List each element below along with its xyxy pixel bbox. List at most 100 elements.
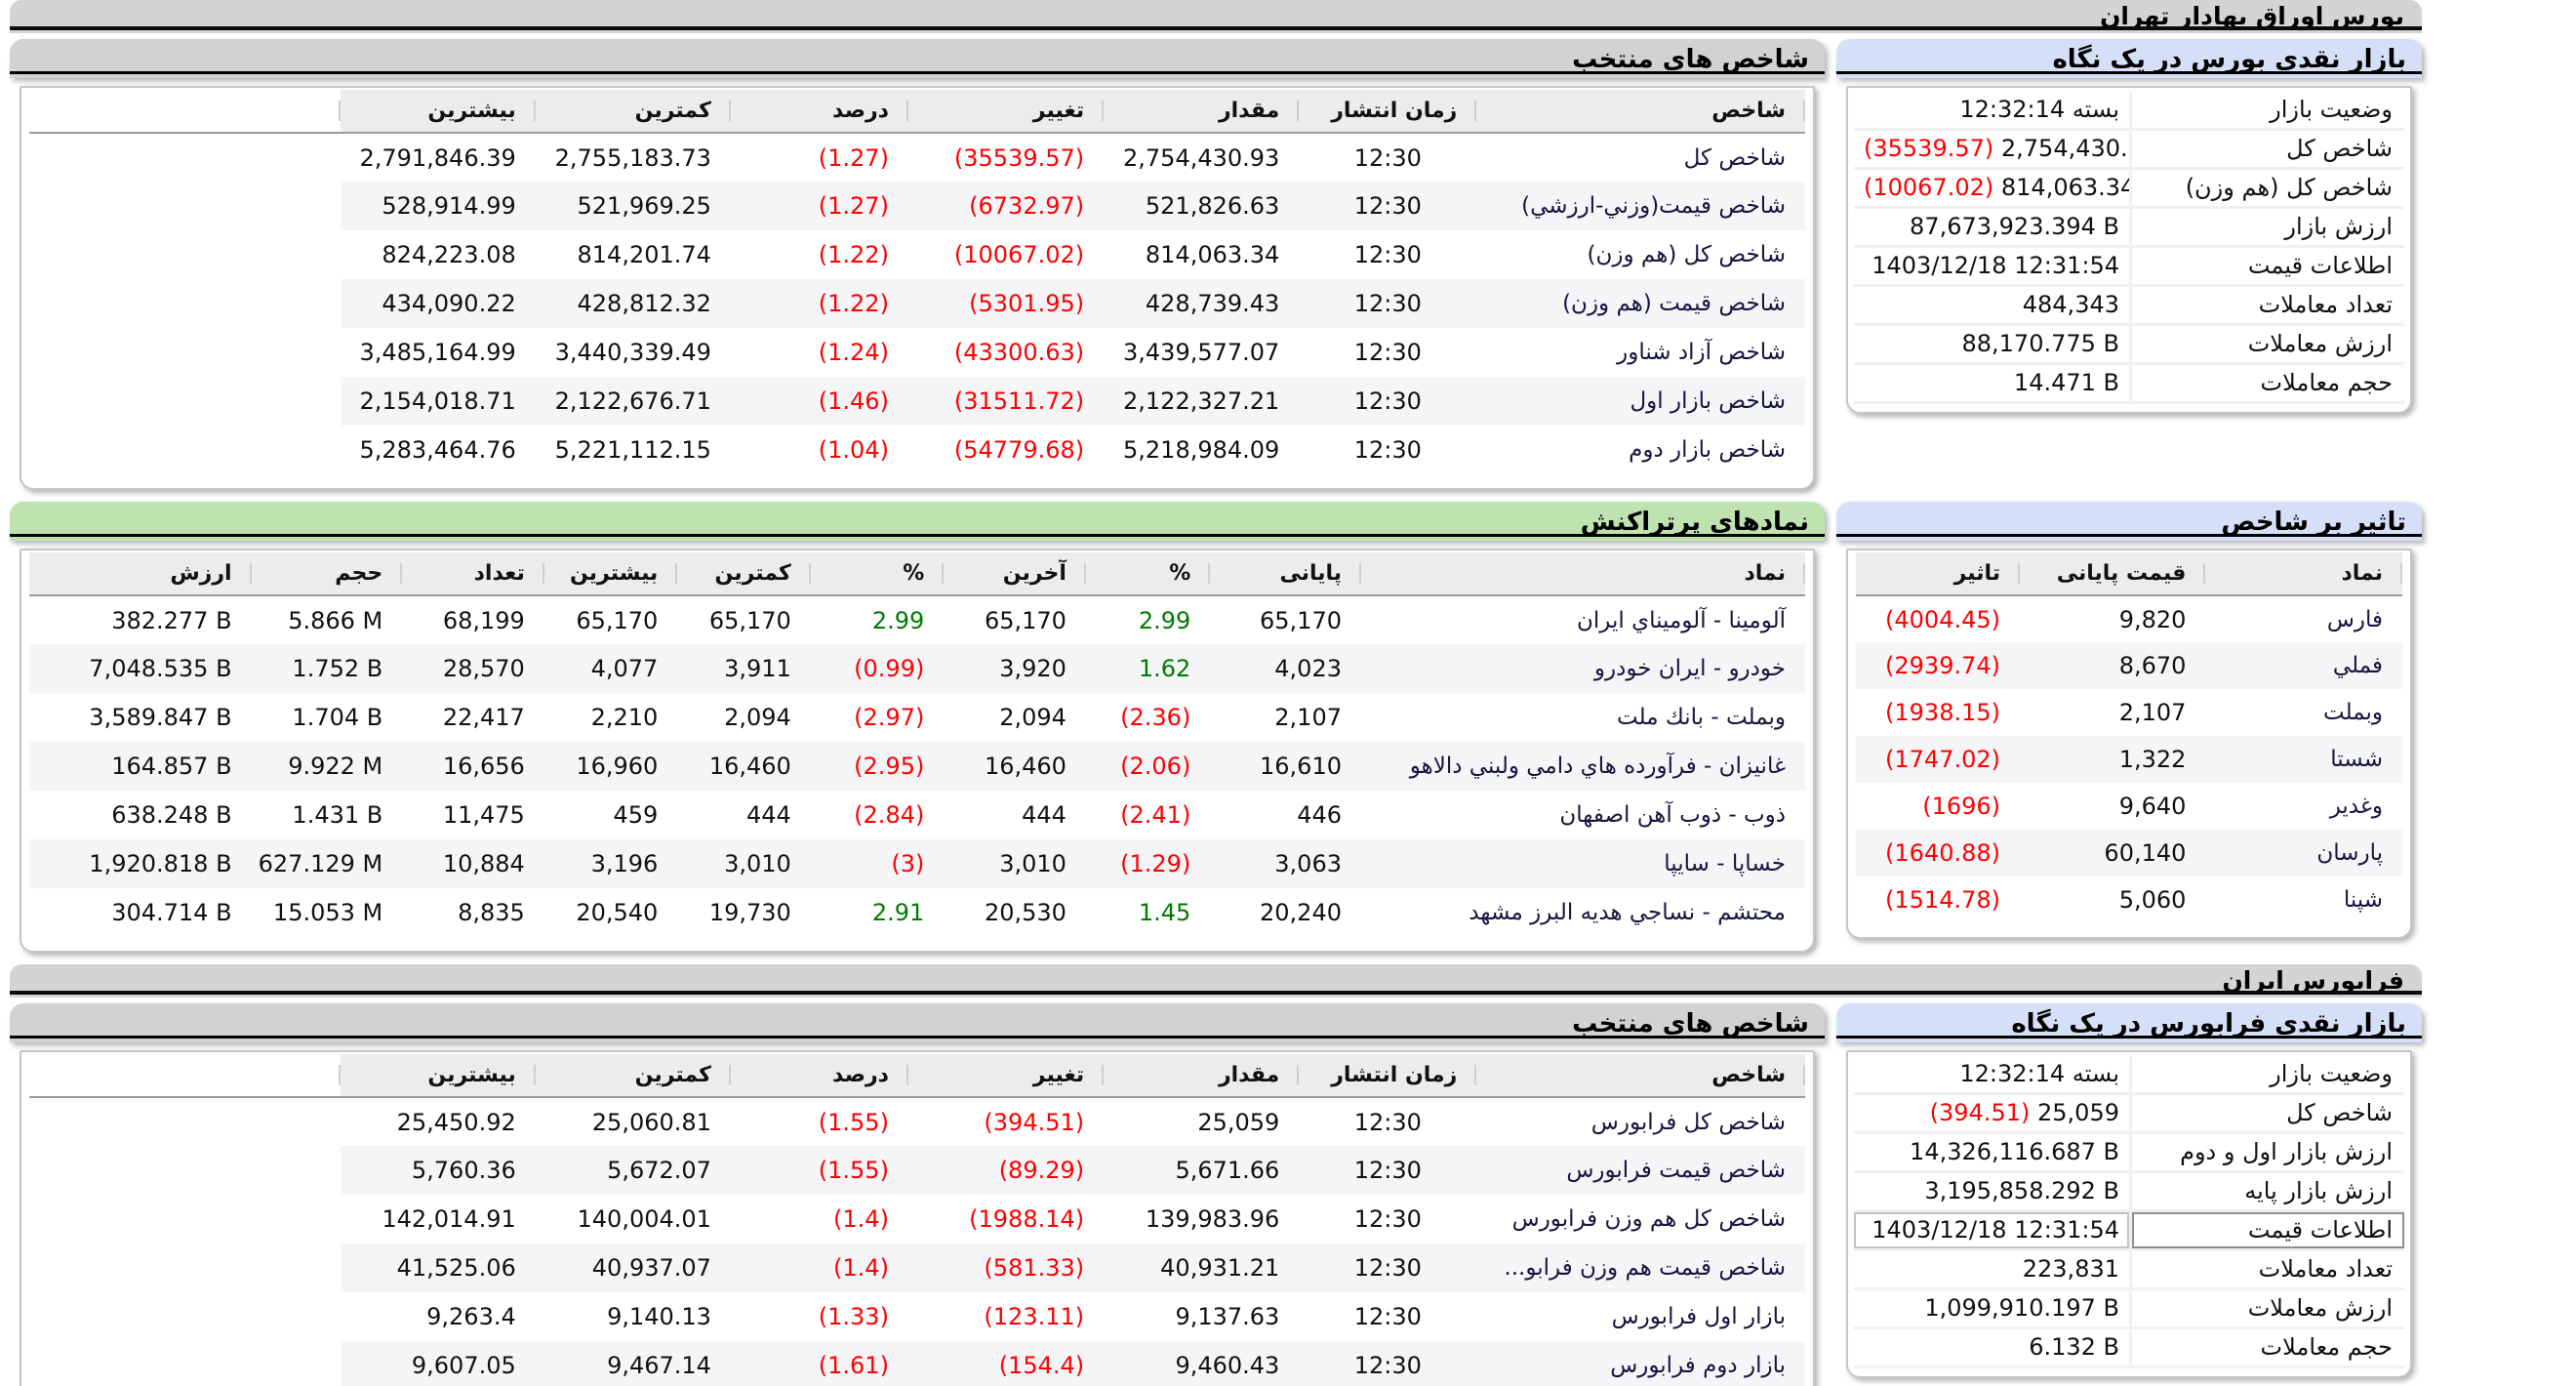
col-value: مقدار xyxy=(1104,1054,1300,1098)
col-high: بیشترین xyxy=(340,90,536,134)
high: 16,960 xyxy=(576,753,659,780)
index-name: شاخص آزاد شناور xyxy=(1617,340,1786,365)
table-row[interactable]: شاخص بازار دوم 12:30 5,218,984.09 (54779.68… xyxy=(29,426,1805,474)
impact-value: (2939.74) xyxy=(1885,652,2001,679)
col-low: کمترین xyxy=(677,552,811,596)
high: 2,154,018.71 xyxy=(359,387,516,415)
glance-row[interactable]: ارزش معاملات 1,099,910.197 B xyxy=(1854,1290,2404,1329)
glance-row[interactable]: اطلاعات قیمت 1403/12/18 12:31:54 xyxy=(1854,248,2404,287)
publish-time: 12:30 xyxy=(1353,387,1422,415)
last: 16,460 xyxy=(984,753,1067,780)
table-row[interactable]: آلومینا - آلومیناي ایران 65,170 2.99 65,170… xyxy=(29,595,1805,644)
index-name: شاخص قیمت فرابورس xyxy=(1566,1158,1786,1183)
glance-row[interactable]: شاخص کل (394.51) 25,059 xyxy=(1854,1095,2404,1134)
volume: 1.431 B xyxy=(292,801,383,829)
high: 25,450.92 xyxy=(396,1108,516,1136)
high: 20,540 xyxy=(576,899,659,926)
low: 16,460 xyxy=(708,753,791,780)
table-row[interactable]: شاخص کل 12:30 2,754,430.93 (35539.57) (1.27)… xyxy=(29,133,1805,182)
table-row[interactable]: شاخص آزاد شناور 12:30 3,439,577.07 (43300.6… xyxy=(29,328,1805,377)
symbol-name: فملي xyxy=(2332,653,2383,678)
table-row[interactable]: شاخص قیمت(وزني-ارزشي) 12:30 521,826.63 (673… xyxy=(29,182,1805,230)
col-high: بیشترین xyxy=(340,1054,536,1098)
glance-row[interactable]: شاخص کل (هم وزن) (10067.02) 814,063.34 xyxy=(1854,170,2404,209)
glance-row[interactable]: شاخص کل(35539.57) 2,754,430.93 xyxy=(1854,131,2404,170)
index-name: شاخص کل فرابورس xyxy=(1590,1109,1786,1135)
close-percent: 2.99 xyxy=(1138,606,1191,634)
publish-time: 12:30 xyxy=(1353,339,1422,366)
ifb-indices-panel: شاخص های منتخب شاخص زمان انتشار مقدار تغ… xyxy=(10,1003,1825,1386)
close-percent: (1.29) xyxy=(1120,850,1191,877)
table-row[interactable]: غانیزان - فرآورده هاي دامي ولبني دالاهو 1… xyxy=(29,742,1805,791)
col-change: تغییر xyxy=(907,90,1105,134)
tse-glance-card: وضعیت بازار بسته 12:32:14 شاخص کل (35539.57… xyxy=(1846,86,2412,414)
low: 428,812.32 xyxy=(577,290,711,317)
table-row[interactable]: خودرو - ایران خودرو 4,023 1.62 3,920 (0.99) 3… xyxy=(29,644,1805,693)
symbol-name: فارس xyxy=(2326,606,2383,632)
col-count: تعداد xyxy=(402,552,544,596)
glance-label: حجم معاملات xyxy=(2129,365,2404,401)
glance-main-value: بسته 12:32:14 xyxy=(1959,96,2119,123)
glance-change: (394.51) xyxy=(1929,1099,2031,1126)
table-row[interactable]: فملي 8,670 (2939.74) xyxy=(1856,642,2402,689)
glance-row[interactable]: حجم معاملات 14.471 B xyxy=(1854,365,2404,404)
high: 5,283,464.76 xyxy=(359,436,516,464)
glance-value: 484,343 xyxy=(1854,287,2129,323)
glance-row[interactable]: وضعیت بازار بسته 12:32:14 xyxy=(1854,92,2404,131)
glance-row[interactable]: ارزش بازار پایه 3,195,858.292 B xyxy=(1854,1173,2404,1212)
table-row[interactable]: شاخص کل هم وزن فرابورس 12:30 139,983.96 (19… xyxy=(29,1195,1805,1243)
glance-row[interactable]: ارزش بازار اول و دوم 14,326,116.687 B xyxy=(1854,1134,2404,1173)
table-row[interactable]: وبملت 2,107 (1938.15) xyxy=(1856,689,2402,736)
glance-row[interactable]: تعداد معاملات 223,831 xyxy=(1854,1251,2404,1290)
glance-row[interactable]: ارزش بازار 87,673,923.394 B xyxy=(1854,209,2404,248)
table-row[interactable]: شپنا 5,060 (1514.78) xyxy=(1856,876,2402,923)
last: 3,010 xyxy=(999,850,1067,877)
low: 2,755,183.73 xyxy=(554,143,711,172)
publish-time: 12:30 xyxy=(1353,1254,1422,1282)
glance-main-value: 1403/12/18 12:31:54 xyxy=(1872,1216,2119,1243)
glance-main-value: 223,831 xyxy=(2022,1255,2119,1283)
change: (43300.63) xyxy=(953,339,1085,366)
glance-value: 14.471 B xyxy=(1854,365,2129,401)
glance-row[interactable]: وضعیت بازار بسته 12:32:14 xyxy=(1854,1056,2404,1095)
table-row[interactable]: وغدیر 9,640 (1696) xyxy=(1856,783,2402,830)
table-row[interactable]: شاخص قیمت فرابورس 12:30 5,671.66 (89.29) (1.… xyxy=(29,1146,1805,1195)
table-row[interactable]: شاخص کل فرابورس 12:30 25,059 (394.51) (1.55)… xyxy=(29,1097,1805,1146)
panel-title-active: نمادهای پرتراکنش xyxy=(10,502,1825,541)
tse-glance-panel: بازار نقدی بورس در یک نگاه وضعیت بازار بس… xyxy=(1836,39,2422,414)
glance-row[interactable]: حجم معاملات 6.132 B xyxy=(1854,1329,2404,1368)
ifb-selected-indices-body: شاخص کل فرابورس 12:30 25,059 (394.51) (1.55)… xyxy=(29,1097,1805,1386)
table-row[interactable]: بازار دوم فرابورس 12:30 9,460.43 (154.4) (1.… xyxy=(29,1341,1805,1386)
table-row[interactable]: محتشم - نساجي هدیه البرز مشهد 20,240 1.45 2… xyxy=(29,888,1805,937)
col-change: تغییر xyxy=(907,1054,1105,1098)
table-row[interactable]: شاخص قیمت هم وزن فرابو... 12:30 40,931.21 (… xyxy=(29,1243,1805,1292)
publish-time: 12:30 xyxy=(1353,1303,1422,1330)
table-row[interactable]: شاخص کل (هم وزن) 12:30 814,063.34 (10067.02… xyxy=(29,230,1805,279)
table-row[interactable]: شستا 1,322 (1747.02) xyxy=(1856,736,2402,783)
col-sparkline-empty xyxy=(29,90,341,134)
glance-row[interactable]: تعداد معاملات 484,343 xyxy=(1854,287,2404,326)
percent: (1.22) xyxy=(818,290,889,317)
glance-label: ارزش بازار پایه xyxy=(2129,1173,2404,1209)
glance-main-value: 484,343 xyxy=(2022,291,2119,318)
value: 9,460.43 xyxy=(1175,1352,1280,1379)
sparkline-cell xyxy=(29,1146,341,1195)
table-row[interactable]: شاخص قیمت (هم وزن) 12:30 428,739.43 (5301.9… xyxy=(29,279,1805,328)
glance-label: اطلاعات قیمت xyxy=(2129,248,2404,284)
table-row[interactable]: وبملت - بانك ملت 2,107 (2.36) 2,094 (2.97) 2,… xyxy=(29,693,1805,742)
impact-card: نماد قیمت پایانی تاثیر فارس 9,820 (4004.45… xyxy=(1846,549,2412,939)
high: 3,196 xyxy=(590,850,659,877)
high: 9,263.4 xyxy=(426,1303,516,1330)
table-row[interactable]: فارس 9,820 (4004.45) xyxy=(1856,595,2402,642)
table-row[interactable]: بازار اول فرابورس 12:30 9,137.63 (123.11) (1… xyxy=(29,1292,1805,1341)
table-row[interactable]: خساپا - سایپا 3,063 (1.29) 3,010 (3) 3,010 3,1… xyxy=(29,839,1805,888)
glance-row[interactable]: ارزش معاملات 88,170.775 B xyxy=(1854,326,2404,365)
trade-value: 3,589.847 B xyxy=(89,704,232,731)
close-price: 9,640 xyxy=(2118,793,2187,820)
table-row[interactable]: شاخص بازار اول 12:30 2,122,327.21 (31511.72… xyxy=(29,377,1805,426)
table-row[interactable]: پارسان 60,140 (1640.88) xyxy=(1856,830,2402,876)
sparkline-cell xyxy=(29,230,341,279)
table-row[interactable]: ذوب - ذوب آهن اصفهان 446 (2.41) 444 (2.84) 44… xyxy=(29,791,1805,839)
tse-indices-panel: شاخص های منتخب شاخص زمان انتشار مقدار تغ… xyxy=(10,39,1825,490)
glance-row[interactable]: اطلاعات قیمت 1403/12/18 12:31:54 xyxy=(1854,1212,2404,1251)
